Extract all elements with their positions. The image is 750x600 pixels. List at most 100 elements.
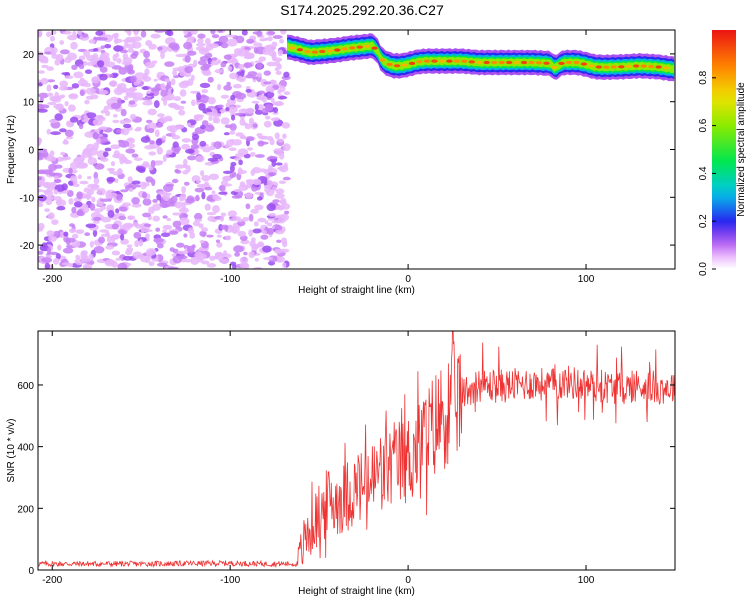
- noise-blob: [84, 69, 93, 74]
- noise-blob: [110, 161, 116, 167]
- noise-blob: [170, 78, 176, 86]
- noise-blob: [87, 176, 92, 180]
- signal-peak: [378, 58, 386, 62]
- noise-blob: [41, 257, 53, 263]
- noise-blob: [145, 251, 153, 258]
- noise-blob: [150, 160, 156, 168]
- spectrogram-y-tick-label: 20: [23, 50, 35, 61]
- noise-blob: [280, 30, 287, 35]
- noise-blob: [240, 70, 245, 77]
- noise-blob: [149, 140, 155, 145]
- noise-blob: [93, 208, 104, 213]
- noise-blob: [173, 104, 181, 111]
- noise-blob: [98, 89, 109, 95]
- noise-blob: [163, 98, 168, 106]
- noise-blob: [207, 215, 216, 222]
- noise-blob: [182, 213, 188, 218]
- noise-blob: [211, 57, 218, 61]
- noise-blob: [42, 169, 53, 175]
- noise-blob: [267, 36, 273, 42]
- noise-blob: [64, 129, 74, 137]
- noise-blob: [256, 30, 263, 37]
- noise-blob: [231, 114, 236, 121]
- noise-blob: [238, 170, 247, 174]
- noise-blob: [250, 237, 256, 243]
- signal-peak: [558, 61, 565, 65]
- noise-blob: [222, 175, 232, 182]
- signal-ridge-band: [287, 41, 675, 74]
- noise-blob: [115, 52, 120, 58]
- noise-blob: [67, 104, 76, 112]
- noise-blob: [277, 138, 284, 143]
- noise-blob: [201, 191, 206, 200]
- spectrogram-x-tick-label: -100: [220, 274, 240, 285]
- snr-y-tick-label: 200: [17, 504, 34, 515]
- noise-blob: [213, 141, 222, 150]
- noise-blob: [174, 201, 183, 209]
- noise-blob: [75, 162, 87, 169]
- noise-blob: [82, 206, 90, 213]
- noise-blob: [48, 119, 58, 124]
- noise-blob: [195, 155, 205, 163]
- noise-blob: [142, 191, 147, 199]
- noise-blob: [172, 70, 178, 76]
- noise-blob: [200, 94, 207, 99]
- noise-blob: [131, 36, 143, 42]
- noise-blob: [117, 139, 124, 143]
- noise-blob: [254, 103, 259, 112]
- noise-blob: [181, 138, 191, 143]
- noise-blob: [245, 86, 251, 90]
- noise-blob: [206, 234, 214, 238]
- noise-blob: [85, 95, 95, 100]
- noise-blob: [223, 250, 228, 256]
- noise-blob: [266, 61, 277, 67]
- noise-blob: [169, 247, 175, 252]
- noise-blob: [132, 251, 143, 259]
- noise-blob: [87, 183, 99, 189]
- noise-blob: [235, 92, 247, 100]
- noise-blob: [260, 234, 269, 240]
- noise-blob: [187, 50, 197, 56]
- noise-blob: [129, 86, 136, 93]
- signal-peak: [289, 46, 296, 50]
- noise-blob: [100, 157, 109, 162]
- noise-blob: [38, 92, 49, 99]
- noise-blob: [101, 233, 110, 237]
- noise-blob: [89, 240, 94, 248]
- noise-blob: [197, 248, 208, 252]
- noise-blob: [117, 88, 128, 94]
- noise-blob: [113, 45, 124, 52]
- noise-blob: [129, 113, 137, 120]
- noise-blob: [250, 208, 259, 214]
- noise-blob: [245, 192, 253, 200]
- noise-blob: [226, 139, 234, 147]
- colorbar-tick-label: 0.8: [698, 70, 709, 84]
- noise-blob: [110, 144, 121, 150]
- noise-blob: [118, 67, 128, 75]
- noise-blob: [162, 215, 168, 219]
- noise-blob: [199, 230, 207, 237]
- noise-blob: [131, 153, 139, 158]
- noise-blob: [184, 55, 191, 63]
- noise-blob: [58, 86, 69, 91]
- colorbar-gradient: [712, 30, 736, 269]
- noise-blob: [276, 239, 282, 243]
- noise-blob: [229, 130, 236, 135]
- noise-blob: [153, 100, 160, 109]
- signal-peak: [640, 64, 647, 68]
- noise-blob: [190, 257, 200, 265]
- noise-blob: [127, 143, 136, 149]
- noise-blob: [220, 94, 229, 99]
- noise-blob: [204, 181, 209, 186]
- noise-blob: [168, 42, 180, 49]
- signal-peak: [498, 60, 505, 65]
- noise-blob: [271, 160, 277, 167]
- noise-blob: [110, 96, 119, 101]
- noise-blob: [262, 245, 272, 253]
- noise-blob: [258, 56, 267, 62]
- noise-blob: [245, 74, 254, 79]
- noise-blob: [197, 33, 206, 39]
- noise-blob: [169, 127, 175, 133]
- noise-blob: [50, 48, 56, 56]
- noise-blob: [46, 230, 55, 237]
